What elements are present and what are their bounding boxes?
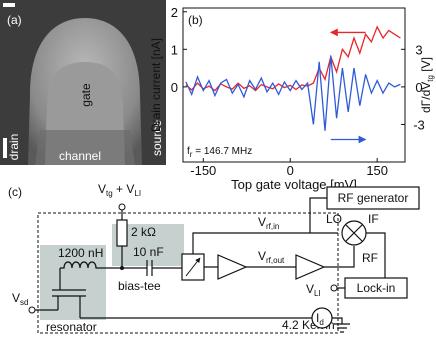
label-part: dΓ/dV — [419, 82, 433, 113]
plot-frame — [182, 7, 406, 163]
y-tick-label: 0 — [171, 80, 178, 95]
y-axis-label: Drain current [nA] — [149, 38, 163, 132]
label-part: rf,in — [266, 222, 279, 231]
x-tick-label: -150 — [190, 163, 216, 178]
y2-tick-label: 0 — [415, 80, 422, 95]
x-axis-label: Top gate voltage [mV] — [231, 177, 357, 192]
vli-label: VLI — [306, 282, 321, 298]
vrfout-label: Vrf,out — [258, 249, 285, 265]
label-part: I — [316, 311, 319, 325]
resonator-label: resonator — [46, 320, 97, 334]
series-line — [185, 25, 401, 92]
drain-label: drain — [7, 134, 21, 161]
label-part: sd — [20, 298, 28, 307]
lock-in-label: Lock-in — [357, 281, 396, 295]
y-tick-label: 2 — [171, 5, 178, 20]
series-line — [185, 55, 401, 131]
vrfin-label: Vrf,in — [258, 215, 279, 231]
label-part: V — [12, 291, 20, 305]
panel-label: (a) — [7, 13, 22, 27]
vsd-label: Vsd — [12, 291, 28, 307]
lo-label: LO — [326, 212, 342, 226]
label-part: tg — [106, 189, 113, 198]
circuit: (c) Vtg + VLI 2 kΩ 1200 nH 10 nF bias-te… — [8, 182, 420, 334]
label-part: V — [306, 282, 314, 296]
label-part: V — [258, 249, 266, 263]
label-part: V — [258, 215, 266, 229]
resistor-label: 2 kΩ — [131, 225, 156, 239]
label-part: f — [187, 146, 190, 157]
label-part: V — [98, 182, 106, 196]
source-label: source — [150, 120, 164, 156]
label-part: = 146.7 MHz — [192, 146, 252, 157]
label-part: d — [319, 318, 323, 327]
y2-axis-label: dΓ/dVtg [V] — [419, 57, 435, 113]
rf-generator-label: RF generator — [338, 191, 409, 205]
capacitor-label: 10 nF — [133, 245, 164, 259]
gate-label: gate — [79, 83, 93, 107]
y2-tick-label: 3 — [415, 42, 422, 57]
rf-label: RF — [362, 251, 378, 265]
label-part: tg — [426, 75, 435, 82]
annotation: fr = 146.7 MHz — [187, 146, 252, 159]
label-part: LI — [134, 189, 141, 198]
panel-label: (b) — [188, 13, 203, 27]
chart: -150 0 150 0 1 2 -3 0 3 Top gate voltage [mV] Drai… — [149, 5, 435, 192]
label-part: LI — [314, 289, 321, 298]
if-label: IF — [368, 212, 379, 226]
y2-tick-label: -3 — [413, 117, 425, 132]
sem-image: (a) gate drain channel source — [0, 0, 166, 165]
label-part: rf,out — [266, 256, 285, 265]
id-label: Id — [316, 311, 324, 327]
inductor-label: 1200 nH — [58, 246, 103, 260]
x-tick-label: 150 — [366, 163, 388, 178]
label-part: r — [190, 150, 193, 159]
label-part: + V — [113, 182, 135, 196]
vtg-label: Vtg + VLI — [98, 182, 141, 198]
x-tick-label: 0 — [287, 163, 294, 178]
panel-label: (c) — [8, 185, 22, 199]
bias-tee-label: bias-tee — [118, 279, 161, 293]
channel-label: channel — [59, 149, 101, 163]
y-tick-label: 1 — [171, 42, 178, 57]
label-part: [V] — [419, 57, 433, 75]
